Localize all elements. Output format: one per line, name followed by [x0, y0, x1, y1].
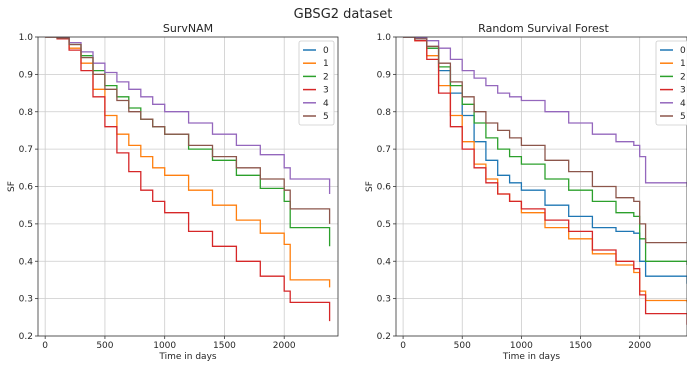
y-tick-label: 1.0 — [19, 33, 34, 43]
legend-label-2: 2 — [323, 72, 329, 82]
chart-panel-2: 0 500 1000 1500 2000 0.2 0.3 0.4 0.5 0.6 0.7 0.8 0.9… — [365, 22, 687, 362]
chart-panels: 0 500 1000 1500 20000.20.30.40.50.60.70.80.9… — [7, 22, 687, 362]
y-tick-label: 0.6 — [19, 183, 34, 193]
x-tick-label: 1000 — [153, 341, 176, 351]
x-tick-label: 0 — [400, 341, 406, 351]
series-line-3 — [403, 37, 687, 325]
y-tick-label: 0.3 — [377, 295, 391, 305]
legend-label-0: 0 — [680, 46, 686, 56]
y-tick-label: 0.3 — [19, 295, 33, 305]
y-tick-label: 0.8 — [19, 108, 34, 118]
series-line-5 — [403, 37, 687, 244]
axes-frame — [37, 36, 339, 337]
x-tick-label: 1000 — [510, 341, 533, 351]
legend-label-1: 1 — [323, 59, 329, 69]
x-axis-label: Time in days — [502, 352, 561, 362]
series-line-3 — [45, 37, 331, 322]
y-tick-label: 0.5 — [377, 220, 391, 230]
chart-panel-1: 0 500 1000 1500 2000 0.2 0.3 0.4 0.5 0.6 0.7 0.8 0.9… — [7, 22, 339, 362]
y-tick-label: 0.4 — [19, 257, 34, 267]
legend-label-3: 3 — [323, 86, 329, 96]
series-group — [403, 37, 687, 325]
y-tick-label: 0.4 — [377, 257, 392, 267]
chart-title: SurvNAM — [163, 22, 213, 35]
legend-label-4: 4 — [680, 99, 686, 109]
y-tick-label: 0.7 — [19, 145, 33, 155]
y-tick-label: 0.7 — [377, 145, 391, 155]
legend-label-1: 1 — [680, 59, 686, 69]
x-axis-label: Time in days — [158, 352, 217, 362]
y-tick-label: 0.2 — [19, 332, 33, 342]
figure-title: GBSG2 dataset — [294, 7, 393, 22]
legend-box — [655, 40, 687, 126]
y-tick-label: 0.9 — [19, 70, 34, 80]
legend-label-4: 4 — [323, 99, 329, 109]
y-tick-label: 0.9 — [377, 70, 392, 80]
y-axis-label: SF — [365, 181, 375, 192]
legend-label-0: 0 — [323, 46, 329, 56]
y-tick-label: 0.8 — [377, 108, 392, 118]
x-tick-label: 2000 — [628, 341, 651, 351]
y-tick-label: 1.0 — [377, 33, 392, 43]
legend-label-5: 5 — [680, 112, 686, 122]
legend-label-2: 2 — [680, 72, 686, 82]
x-tick-label: 500 — [454, 341, 471, 351]
axes-frame — [395, 36, 687, 337]
y-tick-label: 0.6 — [377, 183, 392, 193]
x-tick-label: 2000 — [273, 341, 296, 351]
legend-label-5: 5 — [323, 112, 329, 122]
x-tick-label: 0 — [42, 341, 48, 351]
legend: 0 1 2 3 4 5 — [298, 40, 335, 126]
x-tick-label: 500 — [96, 341, 113, 351]
series-line-5 — [45, 37, 331, 224]
x-tick-label: 1500 — [569, 341, 592, 351]
legend-label-3: 3 — [680, 86, 686, 96]
legend-box — [298, 40, 335, 126]
y-axis-label: SF — [7, 181, 17, 192]
chart-title: Random Survival Forest — [478, 22, 609, 35]
y-tick-label: 0.5 — [19, 220, 33, 230]
x-tick-label: 1500 — [213, 341, 236, 351]
legend: 0 1 2 3 4 5 — [655, 40, 687, 126]
series-group — [45, 37, 331, 322]
y-tick-label: 0.2 — [377, 332, 391, 342]
